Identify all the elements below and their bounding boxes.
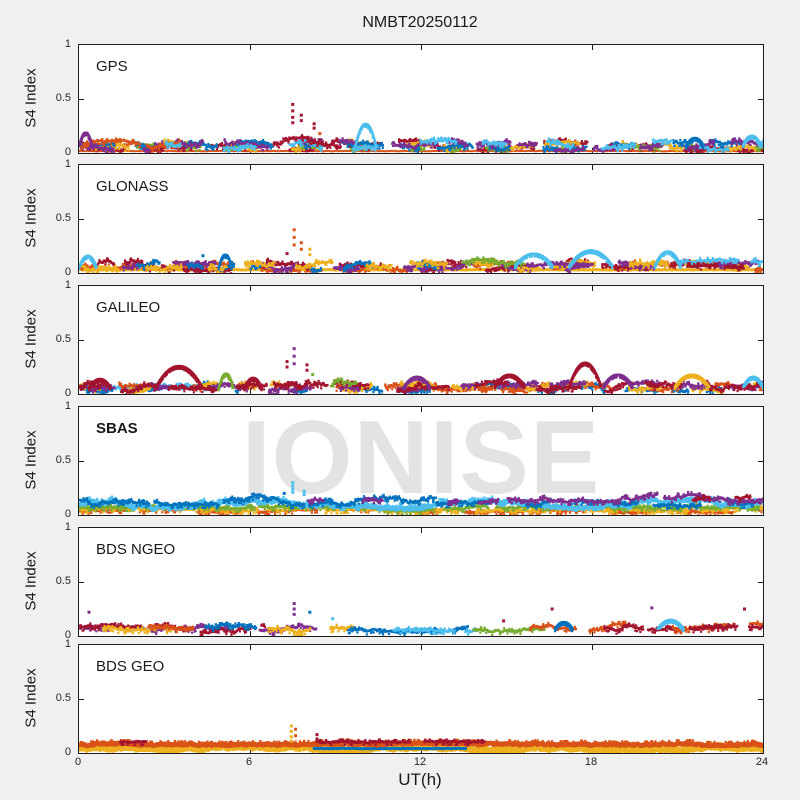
panel-label-gps: GPS <box>96 58 128 75</box>
y-axis-label: S4 Index <box>22 68 40 128</box>
panel-gps: GPS <box>78 44 764 154</box>
y-tick-label: 0.5 <box>55 333 71 345</box>
x-tick-label: 0 <box>74 756 82 768</box>
scatter-canvas-bds-ngeo <box>79 528 763 636</box>
x-axis-label: UT(h) <box>398 770 442 789</box>
x-tick-label: 18 <box>584 756 598 768</box>
panel-sbas: IONISESBAS <box>78 406 764 516</box>
y-tick-label: 0.5 <box>55 692 71 704</box>
scatter-canvas-sbas <box>79 407 763 515</box>
panel-label-galileo: GALILEO <box>96 299 161 316</box>
panel-bds-ngeo: BDS NGEO <box>78 527 764 637</box>
x-tick-label: 24 <box>755 756 769 768</box>
y-tick-label: 1 <box>64 521 71 533</box>
y-tick-label: 0 <box>64 746 71 758</box>
panel-bds-geo: BDS GEO <box>78 644 764 754</box>
y-axis-label: S4 Index <box>22 309 40 369</box>
y-tick-label: 0 <box>64 629 71 641</box>
scatter-canvas-galileo <box>79 286 763 394</box>
scatter-canvas-glonass <box>79 165 763 273</box>
panel-label-sbas: SBAS <box>96 420 138 437</box>
y-tick-label: 1 <box>64 279 71 291</box>
panel-glonass: GLONASS <box>78 164 764 274</box>
panel-label-bds-geo: BDS GEO <box>96 658 165 675</box>
y-tick-label: 0 <box>64 146 71 158</box>
y-axis-label: S4 Index <box>22 668 40 728</box>
y-tick-label: 0 <box>64 508 71 520</box>
chart-title: NMBT20250112 <box>362 14 478 31</box>
y-tick-label: 1 <box>64 38 71 50</box>
y-tick-label: 0.5 <box>55 575 71 587</box>
y-tick-label: 0 <box>64 387 71 399</box>
scatter-canvas-gps <box>79 45 763 153</box>
y-tick-label: 0 <box>64 266 71 278</box>
y-tick-label: 0.5 <box>55 92 71 104</box>
y-tick-label: 1 <box>64 638 71 650</box>
x-tick-label: 12 <box>413 756 427 768</box>
scatter-canvas-bds-geo <box>79 645 763 753</box>
y-axis-label: S4 Index <box>22 430 40 490</box>
y-axis-label: S4 Index <box>22 188 40 248</box>
panel-label-glonass: GLONASS <box>96 178 169 195</box>
y-tick-label: 0.5 <box>55 454 71 466</box>
y-tick-label: 0.5 <box>55 212 71 224</box>
x-tick-label: 6 <box>245 756 253 768</box>
panel-galileo: GALILEO <box>78 285 764 395</box>
y-axis-label: S4 Index <box>22 551 40 611</box>
y-tick-label: 1 <box>64 158 71 170</box>
panel-label-bds-ngeo: BDS NGEO <box>96 541 176 558</box>
y-tick-label: 1 <box>64 400 71 412</box>
